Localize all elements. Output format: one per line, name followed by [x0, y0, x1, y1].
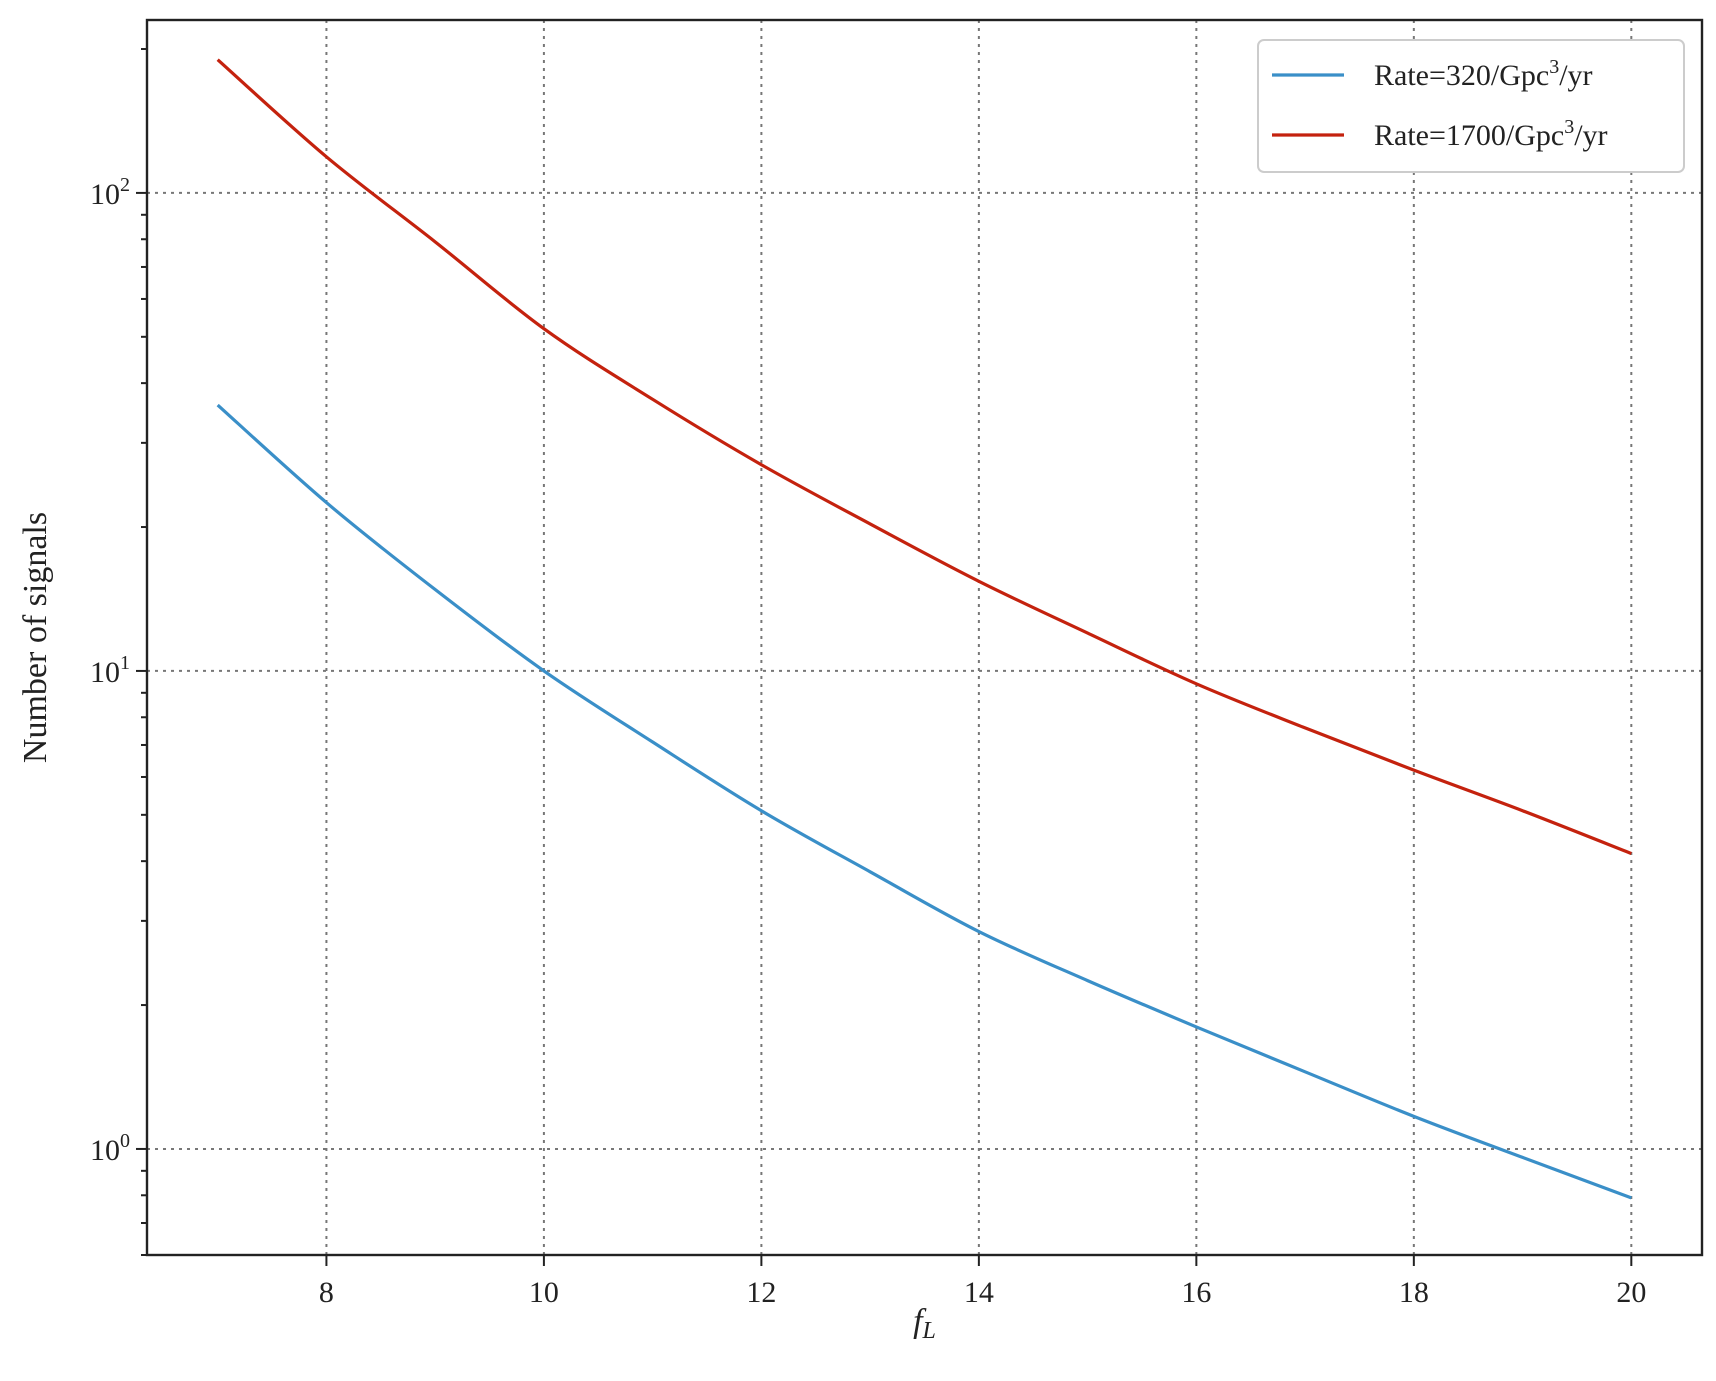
- y-axis-label: Number of signals: [17, 512, 54, 763]
- y-tick-label: 100: [90, 1130, 130, 1167]
- x-tick-label: 20: [1616, 1276, 1646, 1309]
- tick-layer: 8 10 12 14 16 18 20 100 101 102: [90, 48, 1646, 1309]
- x-tick-label: 16: [1181, 1276, 1211, 1309]
- legend: Rate=320/Gpc3/yr Rate=1700/Gpc3/yr: [1257, 39, 1685, 173]
- x-axis-label-subscript: L: [922, 1318, 936, 1344]
- grid-layer: [147, 20, 1702, 1255]
- legend-box: [1257, 39, 1685, 173]
- series-line-2: [216, 58, 1632, 855]
- y-tick-label: 101: [90, 652, 130, 689]
- x-tick-label: 10: [529, 1276, 559, 1309]
- series-layer: [216, 58, 1632, 1200]
- x-axis-label: fL: [913, 1303, 936, 1344]
- x-tick-label: 12: [746, 1276, 776, 1309]
- legend-label-1: Rate=320/Gpc3/yr: [1374, 56, 1593, 92]
- x-tick-label: 18: [1399, 1276, 1429, 1309]
- y-tick-label: 102: [90, 174, 130, 211]
- x-tick-label: 8: [319, 1276, 334, 1309]
- series-line-1: [216, 403, 1632, 1200]
- legend-label-2: Rate=1700/Gpc3/yr: [1374, 116, 1608, 152]
- x-tick-label: 14: [964, 1276, 994, 1309]
- plot-frame: [145, 18, 1704, 1257]
